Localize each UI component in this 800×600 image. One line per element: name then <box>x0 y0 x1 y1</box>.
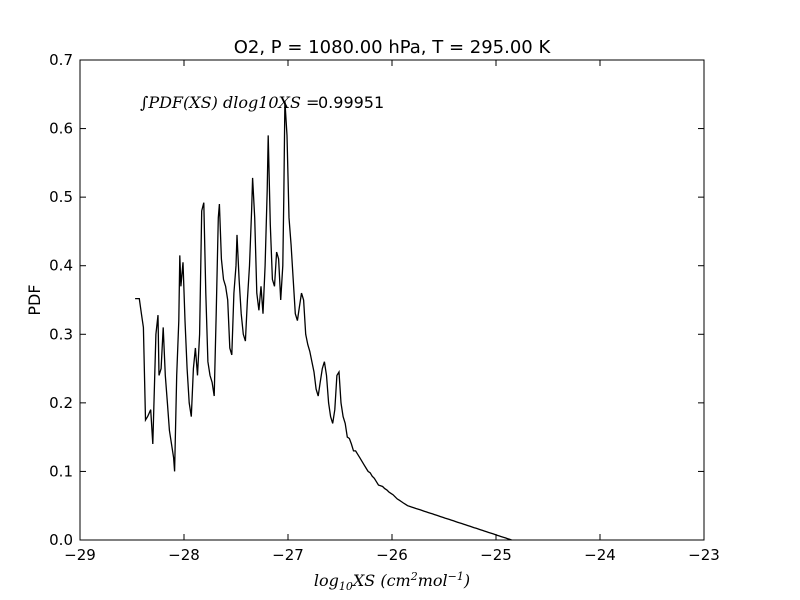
y-tick-label: 0.4 <box>49 257 73 275</box>
y-axis-label: PDF <box>25 284 44 315</box>
x-tick-label: −27 <box>272 546 304 564</box>
plot-frame <box>79 59 705 541</box>
y-tick-label: 0.1 <box>49 462 73 480</box>
x-tick-label: −28 <box>168 546 200 564</box>
y-tick-label: 0.6 <box>49 120 73 138</box>
series-line <box>135 101 512 541</box>
x-tick-label: −24 <box>584 546 616 564</box>
x-axis: −29 −28 −27 −26 −25 −24 −23 <box>64 60 720 564</box>
y-tick-label: 0.0 <box>49 531 73 549</box>
integral-annotation: ∫PDF(XS) dlog10XS = 0.99951 <box>140 93 384 112</box>
y-tick-label: 0.2 <box>49 394 73 412</box>
x-tick-label: −26 <box>376 546 408 564</box>
integral-value: 0.99951 <box>318 93 384 112</box>
y-tick-label: 0.3 <box>49 325 73 343</box>
x-axis-label: log10XS (cm2mol−1) <box>314 570 470 593</box>
y-axis: 0.0 0.1 0.2 0.3 0.4 0.5 0.6 0.7 <box>49 51 704 549</box>
x-tick-label: −25 <box>480 546 512 564</box>
x-tick-label: −23 <box>688 546 720 564</box>
x-tick-label: −29 <box>64 546 96 564</box>
chart-title: O2, P = 1080.00 hPa, T = 295.00 K <box>234 37 552 58</box>
y-tick-label: 0.5 <box>49 188 73 206</box>
y-tick-label: 0.7 <box>49 51 73 69</box>
integral-label: ∫PDF(XS) dlog10XS = <box>140 93 319 112</box>
